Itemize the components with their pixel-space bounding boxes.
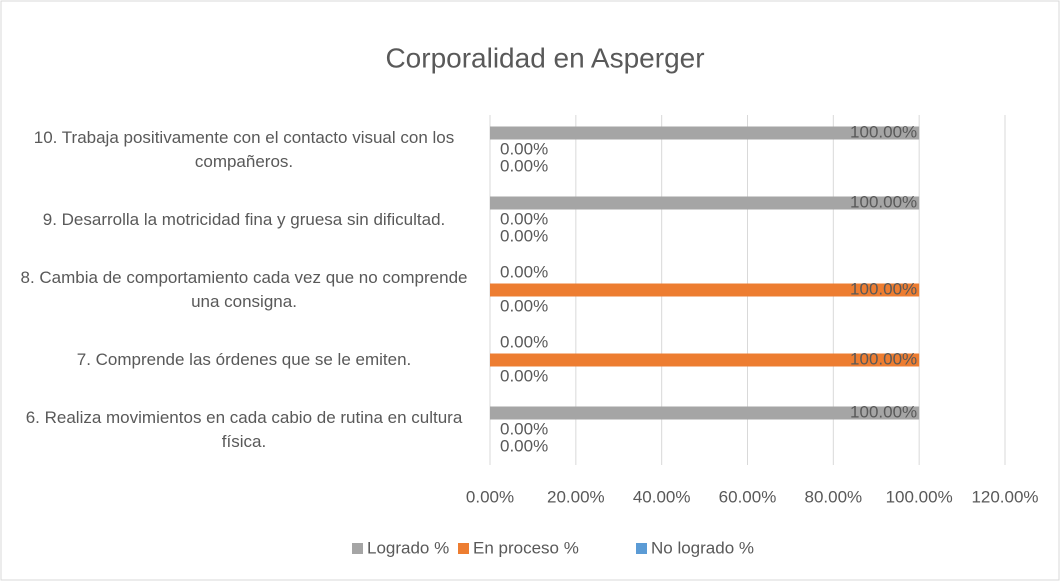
y-tick-label: 6. Realiza movimientos en cada cabio de … [25,408,463,451]
legend-label: En proceso % [473,538,579,557]
data-label: 0.00% [500,209,548,228]
data-label: 100.00% [850,402,917,421]
bar [490,283,920,297]
x-tick-label: 20.00% [547,487,605,506]
chart-title: Corporalidad en Asperger [385,42,704,73]
y-tick-label: 10. Trabaja positivamente con el contact… [33,128,455,171]
data-label: 0.00% [500,139,548,158]
data-label: 0.00% [500,419,548,438]
y-tick-label: 9. Desarrolla la motricidad fina y grues… [42,210,446,229]
data-label: 0.00% [500,366,548,385]
data-label: 100.00% [850,279,917,298]
x-tick-label: 120.00% [971,487,1038,506]
legend-swatch [458,543,469,554]
data-label: 0.00% [500,332,548,351]
data-label: 100.00% [850,122,917,141]
x-tick-label: 60.00% [719,487,777,506]
data-label: 0.00% [500,226,548,245]
legend-label: Logrado % [367,538,449,557]
legend-label: No logrado % [651,538,754,557]
x-tick-label: 40.00% [633,487,691,506]
legend-swatch [636,543,647,554]
data-label: 100.00% [850,192,917,211]
bar [490,196,920,210]
y-tick-label: 8. Cambia de comportamiento cada vez que… [20,268,468,311]
bar [490,353,920,367]
data-label: 0.00% [500,436,548,455]
x-tick-label: 100.00% [886,487,953,506]
x-tick-label: 80.00% [804,487,862,506]
bar [490,126,920,140]
data-label: 100.00% [850,349,917,368]
data-label: 0.00% [500,262,548,281]
x-tick-label: 0.00% [466,487,514,506]
data-label: 0.00% [500,296,548,315]
data-label: 0.00% [500,156,548,175]
bar [490,406,920,420]
y-tick-label: 7. Comprende las órdenes que se le emite… [76,350,412,369]
legend-swatch [352,543,363,554]
